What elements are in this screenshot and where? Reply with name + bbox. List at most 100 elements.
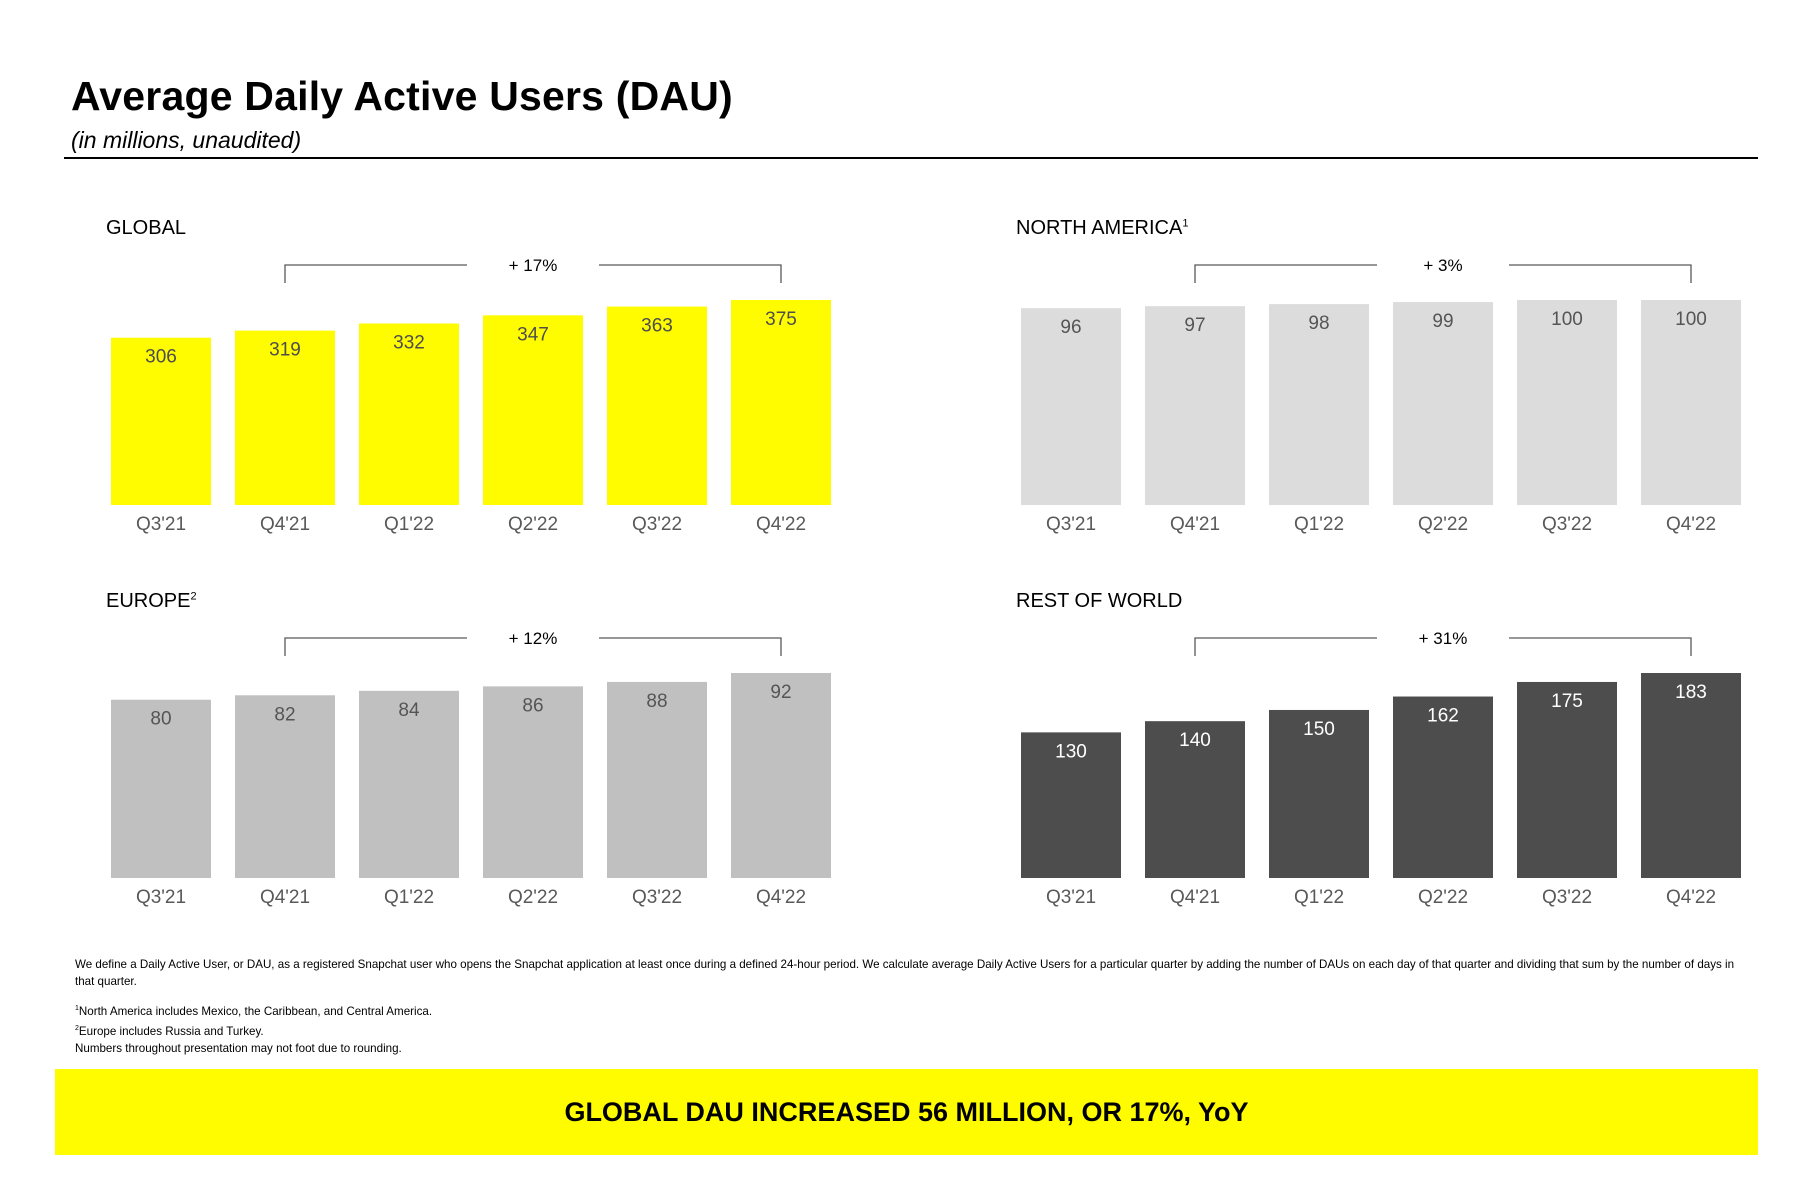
x-tick-europe-2: Q4'21: [260, 887, 310, 908]
bar-rest-of-world-4: [1393, 696, 1493, 878]
bar-rest-of-world-2: [1145, 721, 1245, 878]
bar-europe-2: [235, 695, 335, 878]
growth-label-north-america: + 3%: [1423, 256, 1462, 275]
growth-bracket-right-north-america: [1509, 264, 1692, 283]
data-label-global-1: 306: [145, 347, 177, 368]
bar-rest-of-world-3: [1269, 709, 1369, 878]
growth-bracket-right-global: [599, 264, 782, 283]
x-tick-rest-of-world-4: Q2'22: [1418, 887, 1468, 908]
bar-global-4: [483, 315, 583, 505]
data-label-north-america-5: 100: [1551, 309, 1583, 330]
chart-panel-rest-of-world: REST OF WORLD 130 Q3'21 140 Q4'21 150 Q1'22 16…: [1016, 590, 1756, 950]
bar-global-5: [607, 306, 707, 505]
bar-north-america-4: [1393, 302, 1493, 505]
page-subtitle: (in millions, unaudited): [71, 127, 302, 153]
x-tick-rest-of-world-5: Q3'22: [1542, 887, 1592, 908]
growth-label-rest-of-world: + 31%: [1419, 629, 1468, 648]
data-label-global-4: 347: [517, 324, 549, 345]
data-label-rest-of-world-1: 130: [1055, 741, 1087, 762]
x-tick-global-1: Q3'21: [136, 514, 186, 535]
data-label-rest-of-world-3: 150: [1303, 719, 1335, 740]
x-tick-north-america-1: Q3'21: [1046, 514, 1096, 535]
bar-global-1: [111, 337, 211, 505]
data-label-global-3: 332: [393, 333, 425, 354]
x-tick-global-3: Q1'22: [384, 514, 434, 535]
bar-rest-of-world-5: [1517, 681, 1617, 878]
bar-global-3: [359, 323, 459, 505]
data-label-global-6: 375: [765, 309, 797, 330]
growth-bracket-left-europe: [284, 637, 467, 656]
x-tick-global-6: Q4'22: [756, 514, 806, 535]
data-label-europe-4: 86: [522, 695, 543, 716]
data-label-rest-of-world-5: 175: [1551, 691, 1583, 712]
x-tick-global-5: Q3'22: [632, 514, 682, 535]
footnote-2: 2Europe includes Russia and Turkey.: [75, 1024, 264, 1038]
data-label-europe-2: 82: [274, 704, 295, 725]
x-tick-north-america-4: Q2'22: [1418, 514, 1468, 535]
x-tick-rest-of-world-6: Q4'22: [1666, 887, 1716, 908]
chart-title-rest-of-world: REST OF WORLD: [1016, 590, 1183, 612]
x-tick-rest-of-world-2: Q4'21: [1170, 887, 1220, 908]
bar-europe-4: [483, 686, 583, 878]
chart-panel-europe: EUROPE2 80 Q3'21 82 Q4'21 84 Q1'22 86 Q2'22 88 Q3…: [106, 590, 846, 950]
chart-title-north-america: NORTH AMERICA1: [1016, 217, 1189, 239]
data-label-rest-of-world-6: 183: [1675, 682, 1707, 703]
x-tick-north-america-6: Q4'22: [1666, 514, 1716, 535]
data-label-europe-5: 88: [646, 691, 667, 712]
bar-north-america-3: [1269, 304, 1369, 505]
chart-panel-north-america: NORTH AMERICA1 96 Q3'21 97 Q4'21 98 Q1'22 99 Q2…: [1016, 217, 1756, 577]
chart-title-europe: EUROPE2: [106, 590, 197, 612]
title-divider: [64, 157, 1758, 159]
bar-north-america-2: [1145, 306, 1245, 505]
x-tick-rest-of-world-3: Q1'22: [1294, 887, 1344, 908]
data-label-europe-3: 84: [398, 700, 420, 721]
page-title: Average Daily Active Users (DAU): [71, 73, 733, 119]
growth-label-global: + 17%: [509, 256, 558, 275]
x-tick-north-america-3: Q1'22: [1294, 514, 1344, 535]
bar-north-america-6: [1641, 300, 1741, 505]
summary-banner-text: GLOBAL DAU INCREASED 56 MILLION, OR 17%,…: [564, 1096, 1249, 1127]
x-tick-europe-4: Q2'22: [508, 887, 558, 908]
footnotes: We define a Daily Active User, or DAU, a…: [75, 956, 1755, 1057]
bar-rest-of-world-1: [1021, 732, 1121, 878]
x-tick-europe-3: Q1'22: [384, 887, 434, 908]
chart-title-global: GLOBAL: [106, 217, 187, 239]
bar-europe-1: [111, 699, 211, 878]
chart-global: 306 Q3'21 319 Q4'21 332 Q1'22 347 Q2'22 363 Q3'22…: [111, 256, 831, 535]
x-tick-europe-5: Q3'22: [632, 887, 682, 908]
bar-north-america-1: [1021, 308, 1121, 505]
x-tick-global-4: Q2'22: [508, 514, 558, 535]
data-label-global-2: 319: [269, 340, 301, 361]
dau-definition: We define a Daily Active User, or DAU, a…: [75, 958, 1735, 988]
chart-rest-of-world: 130 Q3'21 140 Q4'21 150 Q1'22 162 Q2'22 175 Q3'22…: [1021, 629, 1741, 908]
data-label-rest-of-world-4: 162: [1427, 706, 1459, 727]
chart-panel-global: GLOBAL 306 Q3'21 319 Q4'21 332 Q1'22 347 Q2'22 3…: [106, 217, 846, 577]
chart-north-america: 96 Q3'21 97 Q4'21 98 Q1'22 99 Q2'22 100 Q3'22 100 Q…: [1021, 256, 1741, 535]
bar-rest-of-world-6: [1641, 673, 1741, 878]
growth-bracket-right-europe: [599, 637, 782, 656]
summary-banner: GLOBAL DAU INCREASED 56 MILLION, OR 17%,…: [55, 1069, 1758, 1155]
data-label-rest-of-world-2: 140: [1179, 730, 1211, 751]
data-label-north-america-1: 96: [1060, 317, 1081, 338]
x-tick-europe-6: Q4'22: [756, 887, 806, 908]
chart-europe: 80 Q3'21 82 Q4'21 84 Q1'22 86 Q2'22 88 Q3'22 92 Q4'…: [111, 629, 831, 908]
data-label-north-america-6: 100: [1675, 309, 1707, 330]
bar-global-6: [731, 300, 831, 505]
growth-bracket-right-rest-of-world: [1509, 637, 1692, 656]
bar-europe-3: [359, 690, 459, 878]
data-label-europe-6: 92: [770, 682, 791, 703]
bar-north-america-5: [1517, 300, 1617, 505]
data-label-north-america-3: 98: [1308, 313, 1329, 334]
footnote-3: Numbers throughout presentation may not …: [75, 1041, 402, 1055]
data-label-north-america-4: 99: [1432, 311, 1453, 332]
growth-label-europe: + 12%: [509, 629, 558, 648]
x-tick-north-america-5: Q3'22: [1542, 514, 1592, 535]
data-label-north-america-2: 97: [1184, 315, 1205, 336]
data-label-global-5: 363: [641, 316, 673, 337]
bar-europe-6: [731, 673, 831, 878]
data-label-europe-1: 80: [150, 709, 171, 730]
x-tick-north-america-2: Q4'21: [1170, 514, 1220, 535]
x-tick-europe-1: Q3'21: [136, 887, 186, 908]
x-tick-rest-of-world-1: Q3'21: [1046, 887, 1096, 908]
growth-bracket-left-north-america: [1194, 264, 1377, 283]
